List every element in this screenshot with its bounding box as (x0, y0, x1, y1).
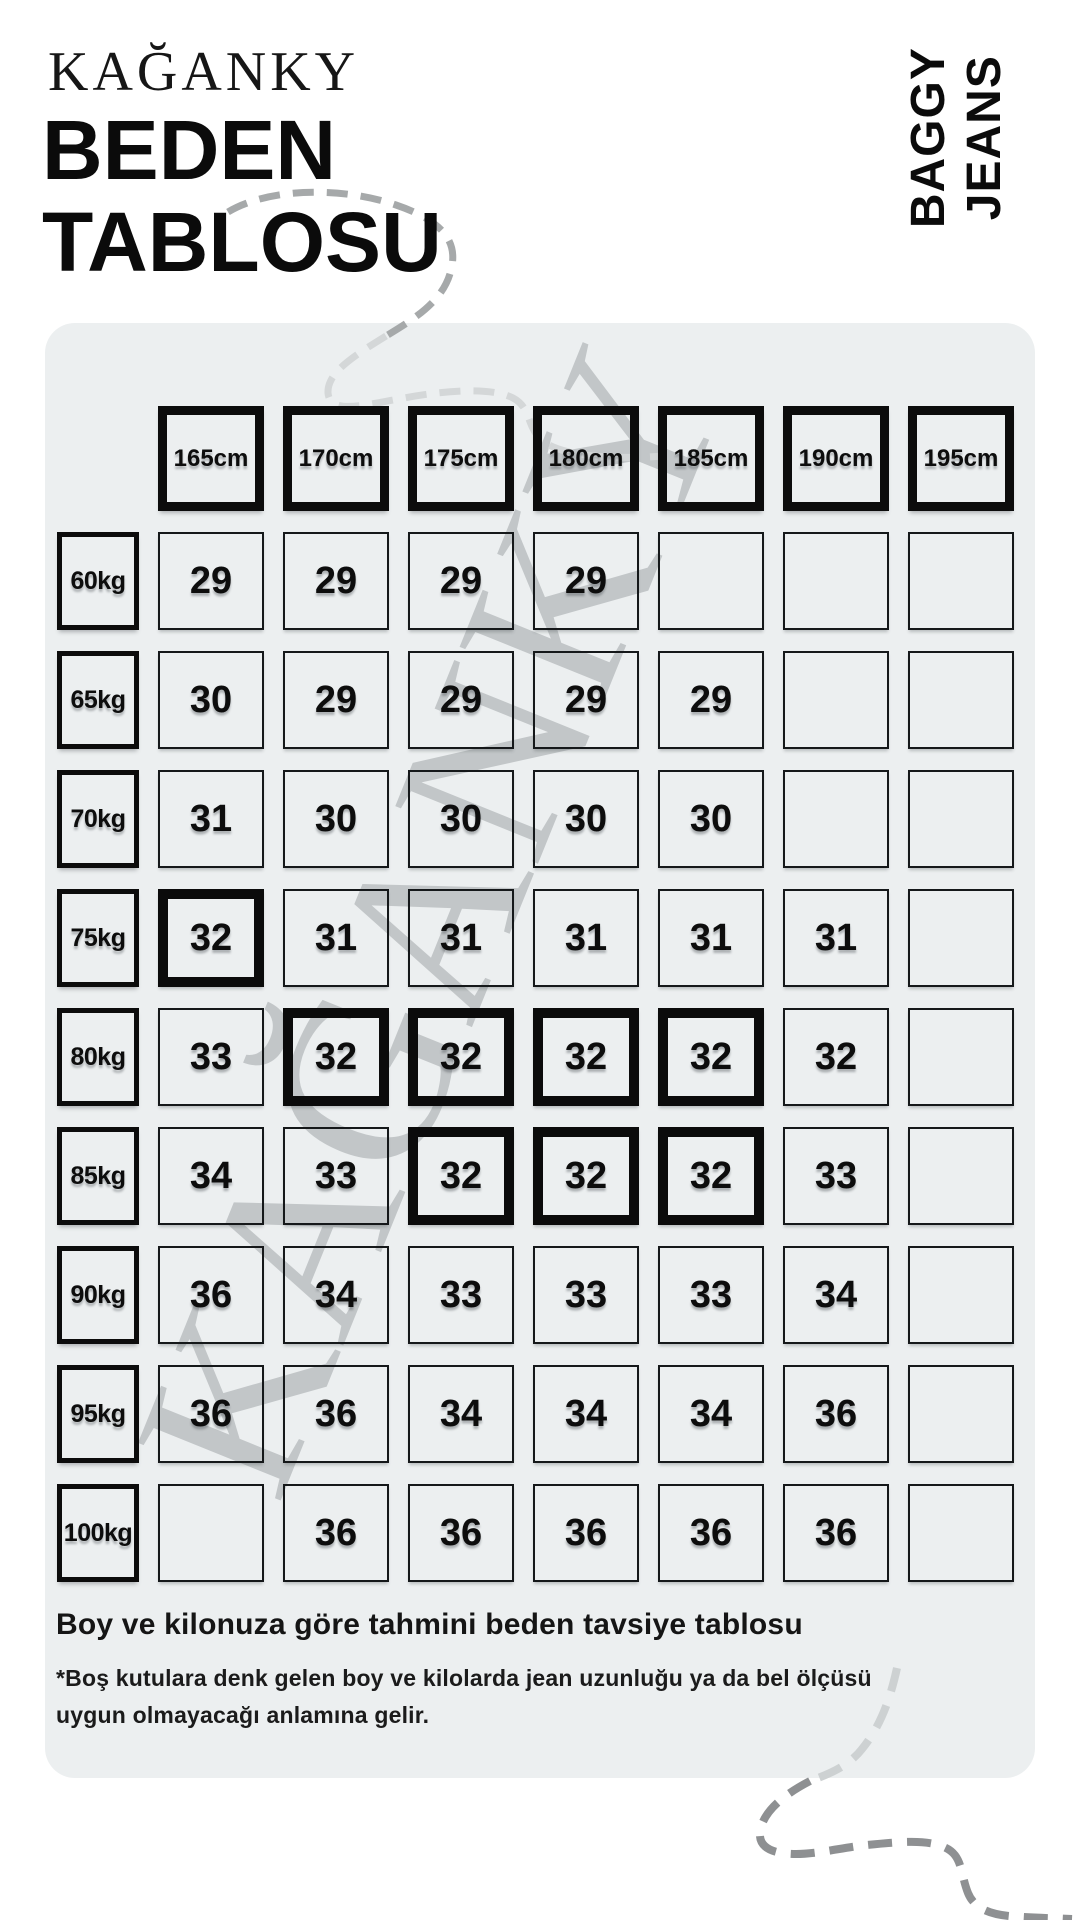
weight-label-cell: 60kg (57, 532, 139, 630)
page-title: BEDEN TABLOSU (42, 104, 442, 289)
size-cell: 30 (533, 770, 639, 868)
size-cell-empty (908, 889, 1014, 987)
size-cell-empty (783, 770, 889, 868)
table-caption: Boy ve kilonuza göre tahmini beden tavsi… (56, 1608, 803, 1641)
size-cell: 31 (658, 889, 764, 987)
size-cell-empty (908, 651, 1014, 749)
height-header-cell: 180cm (533, 406, 639, 511)
weight-label-cell: 80kg (57, 1008, 139, 1106)
weight-label-cell: 90kg (57, 1246, 139, 1344)
size-cell: 33 (533, 1246, 639, 1344)
size-cell: 31 (158, 770, 264, 868)
size-cell: 29 (533, 532, 639, 630)
size-cell: 32 (408, 1127, 514, 1225)
size-cell: 33 (408, 1246, 514, 1344)
brand-logo: KAĞANKY (48, 41, 360, 103)
size-cell: 34 (533, 1365, 639, 1463)
size-cell: 36 (158, 1365, 264, 1463)
size-cell: 30 (658, 770, 764, 868)
size-cell-empty (908, 1365, 1014, 1463)
page-title-line1: BEDEN (42, 103, 337, 197)
size-cell-empty (908, 1127, 1014, 1225)
size-cell: 32 (658, 1008, 764, 1106)
size-cell: 32 (408, 1008, 514, 1106)
product-label-line2: JEANS (957, 55, 1011, 221)
size-cell: 29 (658, 651, 764, 749)
height-header-cell: 195cm (908, 406, 1014, 511)
size-cell: 36 (783, 1484, 889, 1582)
size-cell: 29 (283, 532, 389, 630)
size-cell: 30 (283, 770, 389, 868)
size-cell: 33 (658, 1246, 764, 1344)
size-cell-empty (908, 1484, 1014, 1582)
size-cell: 32 (533, 1008, 639, 1106)
size-cell-empty (658, 532, 764, 630)
height-header-cell: 190cm (783, 406, 889, 511)
size-cell: 32 (783, 1008, 889, 1106)
dashed-squiggle-bottom-dark (755, 1777, 1073, 1920)
size-cell: 34 (408, 1365, 514, 1463)
product-label: BAGGY JEANS (900, 47, 1011, 228)
size-cell-empty (908, 1008, 1014, 1106)
weight-label-cell: 65kg (57, 651, 139, 749)
weight-label-cell: 85kg (57, 1127, 139, 1225)
size-cell: 31 (283, 889, 389, 987)
size-cell: 34 (783, 1246, 889, 1344)
weight-label-cell: 70kg (57, 770, 139, 868)
size-cell-empty (783, 651, 889, 749)
size-cell: 34 (283, 1246, 389, 1344)
size-cell-empty (158, 1484, 264, 1582)
size-cell: 29 (533, 651, 639, 749)
size-cell: 31 (783, 889, 889, 987)
height-header-cell: 185cm (658, 406, 764, 511)
size-cell: 32 (283, 1008, 389, 1106)
size-cell: 30 (158, 651, 264, 749)
weight-label-cell: 95kg (57, 1365, 139, 1463)
size-cell: 34 (158, 1127, 264, 1225)
size-cell: 33 (283, 1127, 389, 1225)
size-cell: 34 (658, 1365, 764, 1463)
height-header-cell: 170cm (283, 406, 389, 511)
size-cell: 33 (158, 1008, 264, 1106)
size-cell: 36 (408, 1484, 514, 1582)
size-cell: 29 (158, 532, 264, 630)
weight-label-cell: 100kg (57, 1484, 139, 1582)
size-cell: 29 (283, 651, 389, 749)
size-cell: 32 (658, 1127, 764, 1225)
product-label-wrap: BAGGY JEANS (901, 38, 1010, 238)
size-cell: 29 (408, 651, 514, 749)
size-cell: 31 (408, 889, 514, 987)
grid-corner-spacer (57, 406, 139, 511)
size-cell: 30 (408, 770, 514, 868)
weight-label-cell: 75kg (57, 889, 139, 987)
size-cell: 36 (158, 1246, 264, 1344)
size-cell-empty (908, 532, 1014, 630)
size-cell: 32 (533, 1127, 639, 1225)
size-cell: 36 (783, 1365, 889, 1463)
size-grid: 165cm 170cm 175cm 180cm 185cm 190cm 195cm 60kg 2… (57, 406, 1014, 1582)
page-title-line2: TABLOSU (42, 195, 442, 290)
height-header-cell: 175cm (408, 406, 514, 511)
size-cell: 36 (283, 1484, 389, 1582)
size-cell-empty (908, 1246, 1014, 1344)
size-cell: 32 (158, 889, 264, 987)
size-cell-empty (783, 532, 889, 630)
size-cell: 36 (658, 1484, 764, 1582)
size-cell: 36 (283, 1365, 389, 1463)
product-label-line1: BAGGY (901, 47, 955, 229)
size-cell: 36 (533, 1484, 639, 1582)
size-cell: 31 (533, 889, 639, 987)
height-header-cell: 165cm (158, 406, 264, 511)
size-cell: 33 (783, 1127, 889, 1225)
size-cell-empty (908, 770, 1014, 868)
table-note: *Boş kutulara denk gelen boy ve kilolard… (56, 1665, 872, 1728)
size-cell: 29 (408, 532, 514, 630)
